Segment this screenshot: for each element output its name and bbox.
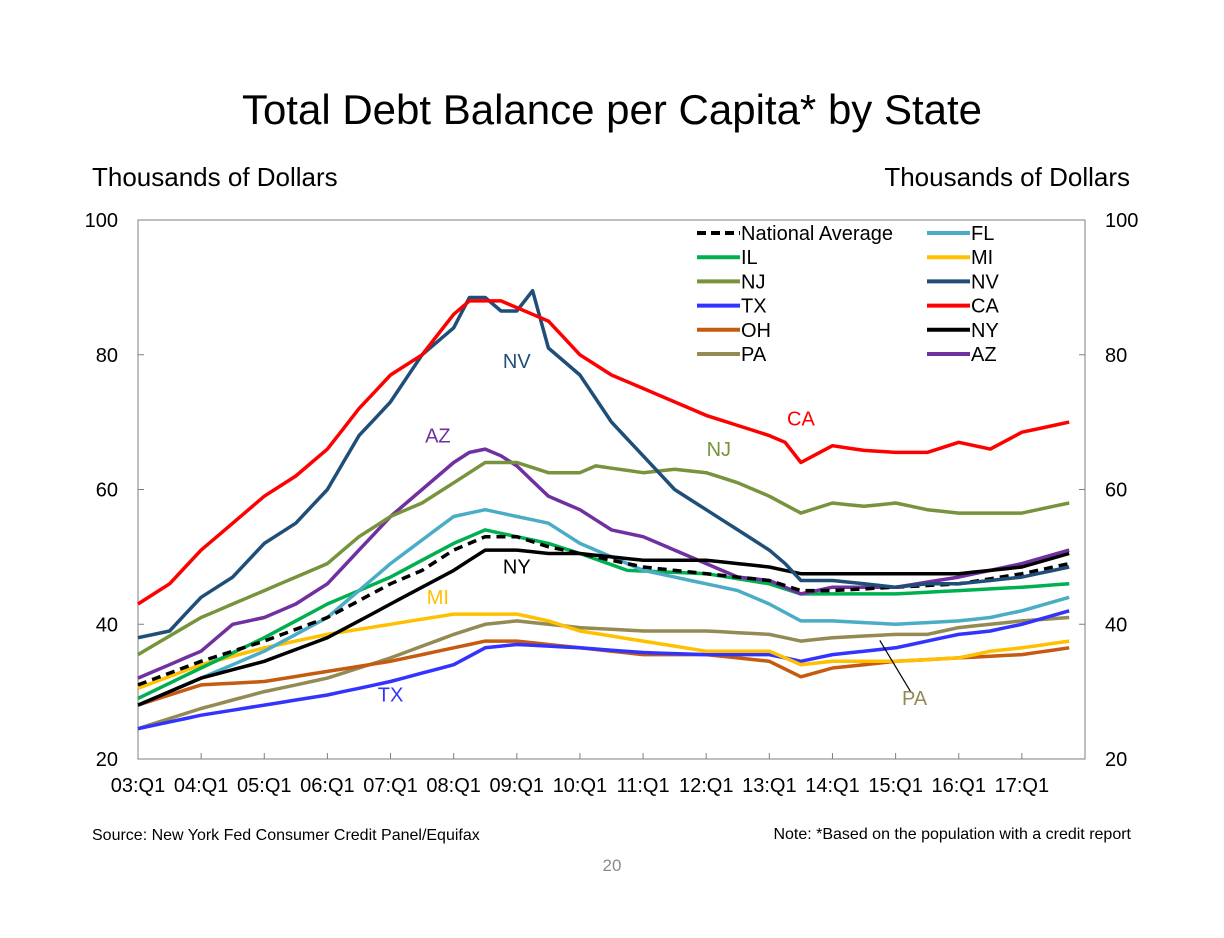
chart-title: Total Debt Balance per Capita* by State <box>241 86 983 133</box>
series-annotation-ca: CA <box>787 408 815 430</box>
x-tick-label: 09:Q1 <box>490 775 544 797</box>
legend-label: AZ <box>971 344 997 366</box>
x-tick-label: 05:Q1 <box>237 775 291 797</box>
x-tick-label: 03:Q1 <box>111 775 165 797</box>
y-tick-label-right: 60 <box>1105 480 1127 502</box>
legend-label: NY <box>971 320 999 342</box>
legend-label: National Average <box>741 223 893 245</box>
y-tick-label-left: 100 <box>85 210 118 232</box>
series-annotation-tx: TX <box>378 685 404 707</box>
series-line-fl <box>137 507 1070 707</box>
legend-label: MI <box>971 247 993 269</box>
x-tick-label: 16:Q1 <box>931 775 985 797</box>
y-tick-label-left: 40 <box>96 614 118 636</box>
series-line-pa <box>137 615 1070 731</box>
y-tick-label-right: 20 <box>1105 749 1127 771</box>
footnote: Note: *Based on the population with a cr… <box>773 826 1131 843</box>
y-tick-label-left: 60 <box>96 480 118 502</box>
series-line-ny <box>137 548 1070 707</box>
x-tick-label: 04:Q1 <box>174 775 228 797</box>
x-tick-label: 17:Q1 <box>995 775 1049 797</box>
legend-label: CA <box>971 296 999 318</box>
series-annotation-mi: MI <box>427 587 449 609</box>
series-line-nv <box>137 288 1070 640</box>
series-annotation-pa: PA <box>902 688 928 710</box>
left-axis-unit-label: Thousands of Dollars <box>92 162 338 192</box>
x-tick-label: 06:Q1 <box>300 775 354 797</box>
source-note: Source: New York Fed Consumer Credit Pan… <box>92 827 480 844</box>
series-annotation-nj: NJ <box>707 439 731 461</box>
legend-label: TX <box>741 296 767 318</box>
x-tick-label: 12:Q1 <box>679 775 733 797</box>
x-tick-label: 13:Q1 <box>742 775 796 797</box>
series-annotation-ny: NY <box>503 557 531 579</box>
series-line-il <box>137 528 1070 700</box>
x-tick-label: 07:Q1 <box>363 775 417 797</box>
y-tick-label-left: 80 <box>96 345 118 367</box>
right-axis-unit-label: Thousands of Dollars <box>884 162 1130 192</box>
y-tick-label-right: 100 <box>1105 210 1138 232</box>
x-tick-label: 15:Q1 <box>868 775 922 797</box>
x-tick-label: 11:Q1 <box>617 775 670 797</box>
series-line-mi <box>137 612 1070 690</box>
pa-annotation-pointer <box>879 640 912 694</box>
series-line-nj <box>137 460 1070 657</box>
legend-label: FL <box>971 223 994 245</box>
legend-label: NJ <box>741 271 765 293</box>
x-tick-label: 10:Q1 <box>553 775 607 797</box>
series-annotation-az: AZ <box>425 425 451 447</box>
legend-label: OH <box>741 320 771 342</box>
series-annotation-nv: NV <box>503 351 531 373</box>
y-tick-label-right: 40 <box>1105 614 1127 636</box>
series-line-ca <box>137 299 1070 606</box>
legend-label: PA <box>741 344 767 366</box>
x-tick-label: 14:Q1 <box>805 775 859 797</box>
y-tick-label-left: 20 <box>96 749 118 771</box>
legend-label: NV <box>971 271 999 293</box>
x-tick-label: 08:Q1 <box>426 775 480 797</box>
page-number: 20 <box>602 856 622 875</box>
y-tick-label-right: 80 <box>1105 345 1127 367</box>
series-line-tx <box>137 609 1070 731</box>
legend-label: IL <box>741 247 758 269</box>
